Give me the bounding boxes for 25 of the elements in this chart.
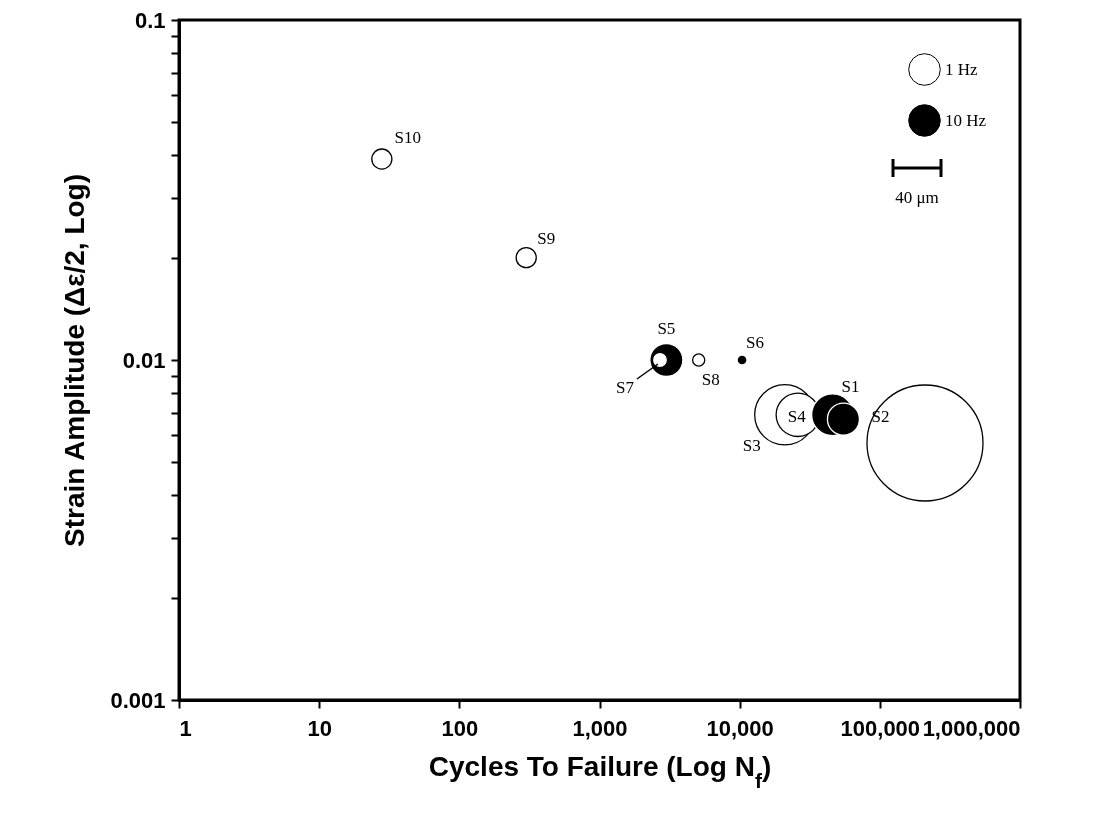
- annotation: S1: [841, 376, 860, 396]
- x-axis-title: Cycles To Failure (Log N$_{f}$): [428, 750, 772, 791]
- y-tick-label: 0.001: [110, 687, 166, 713]
- annotation: S5: [657, 319, 676, 338]
- y-tick-label: 0.01: [122, 347, 166, 373]
- annotation: S6: [746, 333, 765, 352]
- annotation: S10: [394, 128, 422, 148]
- x-tick-label: 10: [307, 715, 332, 741]
- annotation: S3: [742, 435, 761, 455]
- x-tick-label: 100,000: [840, 715, 921, 741]
- annotation: S8: [701, 370, 720, 389]
- annotation: S7: [615, 378, 635, 397]
- y-tick-label: 0.1: [134, 7, 166, 33]
- annotation: 40 μm: [895, 188, 939, 207]
- x-tick-label: 100: [441, 715, 479, 741]
- annotation: S4: [787, 406, 807, 426]
- legend-label: 1 Hz: [945, 59, 979, 79]
- x-tick-label: 1: [179, 715, 192, 741]
- annotation: S2: [871, 407, 890, 427]
- annotation: S9: [537, 228, 556, 248]
- y-axis-title: Strain Amplitude (Δε/2, Log): [59, 173, 91, 548]
- x-tick-label: 1,000,000: [922, 715, 1021, 741]
- x-tick-label: 10,000: [706, 715, 774, 741]
- x-tick-label: 1,000: [572, 715, 628, 741]
- legend-label: 10 Hz: [945, 110, 987, 130]
